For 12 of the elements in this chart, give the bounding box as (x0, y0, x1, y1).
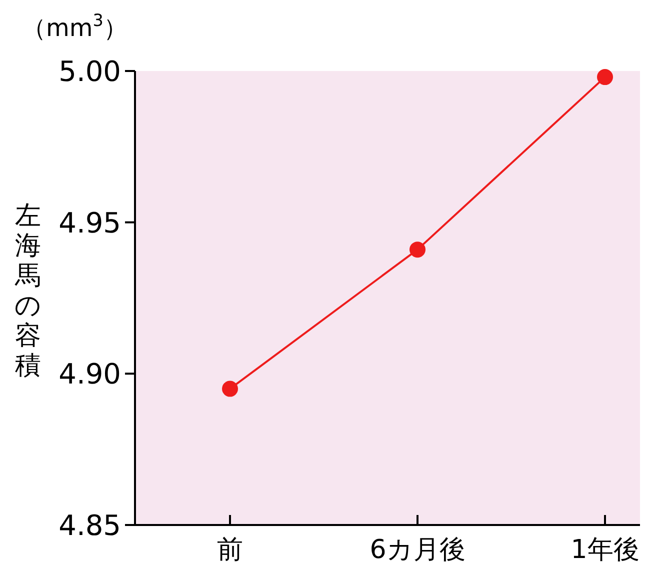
x-tick-label: 6カ月後 (370, 535, 466, 565)
text: （mm$^{3}$） (22, 10, 128, 42)
x-tick-label: 前 (217, 535, 243, 565)
point (597, 69, 613, 86)
point (410, 242, 426, 258)
y-tick-label: 5.00 (58, 55, 121, 88)
y-axis-title: 左海馬の容積 (14, 201, 42, 381)
x-tick-label: 1年後 (570, 535, 640, 565)
y-tick-label: 4.85 (58, 509, 121, 542)
y-tick-label: 4.95 (58, 206, 121, 240)
point (222, 380, 238, 397)
y-tick-label: 4.90 (58, 358, 121, 391)
